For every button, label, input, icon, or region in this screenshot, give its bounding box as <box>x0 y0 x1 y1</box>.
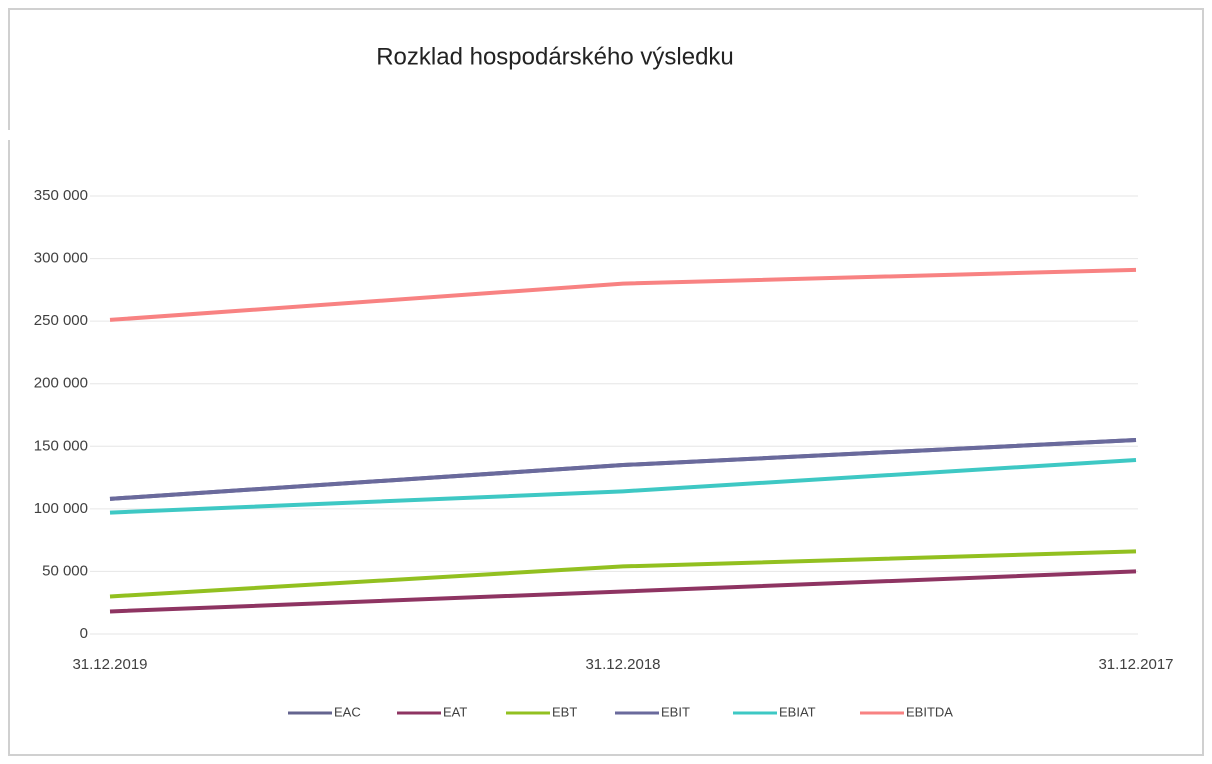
y-tick-label: 250 000 <box>34 312 88 329</box>
y-tick-label: 350 000 <box>34 187 88 204</box>
x-tick-label: 31.12.2018 <box>585 656 660 673</box>
legend-label: EBIAT <box>779 704 816 719</box>
chart-title: Rozklad hospodárského výsledku <box>376 43 734 70</box>
series-line <box>109 438 1137 501</box>
series-line <box>109 458 1137 515</box>
x-tick-label: 31.12.2019 <box>72 656 147 673</box>
legend-label: EBT <box>552 704 577 719</box>
series-line <box>109 569 1137 614</box>
y-tick-label: 100 000 <box>34 500 88 517</box>
y-tick-label: 0 <box>80 625 88 642</box>
chart-border <box>8 8 1204 756</box>
legend-label: EAC <box>334 704 361 719</box>
legend-label: EBITDA <box>906 704 953 719</box>
y-tick-label: 300 000 <box>34 250 88 267</box>
legend-label: EAT <box>443 704 467 719</box>
series-line <box>109 267 1137 322</box>
y-tick-label: 200 000 <box>34 375 88 392</box>
y-tick-label: 150 000 <box>34 437 88 454</box>
legend-label: EBIT <box>661 704 690 719</box>
x-tick-label: 31.12.2017 <box>1098 656 1173 673</box>
y-tick-label: 50 000 <box>42 562 88 579</box>
series-line <box>109 549 1137 599</box>
